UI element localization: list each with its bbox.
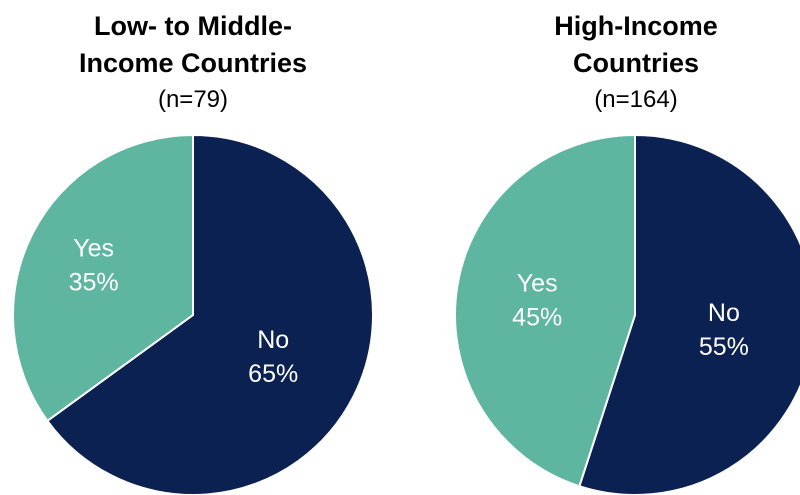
- pie-slice-yes: [12, 133, 194, 423]
- chart-low-middle-income: Low- to Middle- Income Countries (n=79) …: [12, 11, 374, 495]
- slice-value-label: 45%: [512, 304, 562, 332]
- slice-category-label: Yes: [517, 270, 558, 298]
- chart-high-income: High-Income Countries (n=164) No 55% Yes 45…: [454, 11, 800, 495]
- pie-low-middle-income: No 65% Yes 35%: [12, 133, 374, 495]
- chart-title-line-2: Income Countries: [79, 48, 307, 78]
- chart-title-line-2: Countries: [573, 48, 699, 78]
- pie-slice-no: [578, 133, 800, 495]
- pie-slice-yes: [454, 133, 636, 488]
- pie-high-income: No 55% Yes 45%: [454, 133, 800, 495]
- slice-category-label: Yes: [73, 234, 114, 262]
- chart-title-line-1: Low- to Middle-: [94, 11, 292, 41]
- slice-value-label: 65%: [248, 360, 298, 388]
- chart-subtitle: (n=164): [594, 86, 677, 113]
- chart-title-line-1: High-Income: [554, 11, 718, 41]
- slice-category-label: No: [257, 326, 289, 354]
- chart-subtitle: (n=79): [158, 86, 228, 113]
- slice-value-label: 55%: [699, 333, 749, 361]
- pie-slice-no: [45, 133, 374, 495]
- slice-value-label: 35%: [69, 268, 119, 296]
- slice-category-label: No: [708, 299, 740, 327]
